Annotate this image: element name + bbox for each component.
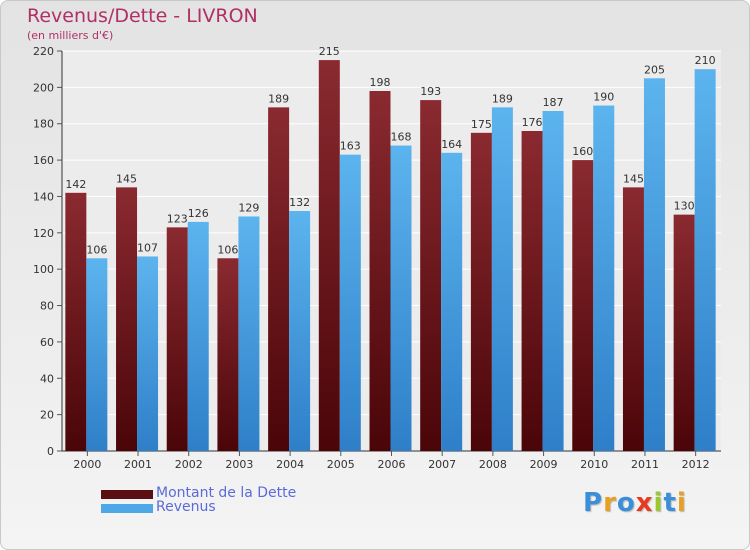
data-label-dette: 215	[319, 45, 340, 58]
legend-label-dette: Montant de la Dette	[156, 485, 297, 501]
data-label-dette: 123	[167, 212, 188, 225]
data-label-revenus: 164	[441, 138, 462, 151]
x-tick-label: 2007	[428, 458, 456, 471]
data-label-revenus: 187	[543, 96, 564, 109]
y-tick-label: 60	[40, 336, 54, 349]
bar-dette	[521, 131, 543, 451]
data-label-dette: 176	[522, 116, 543, 129]
x-tick-label: 2010	[580, 458, 608, 471]
x-tick-label: 2008	[479, 458, 507, 471]
logo-letter: o	[616, 488, 636, 518]
x-tick-label: 2000	[73, 458, 101, 471]
logo-letter: x	[635, 488, 654, 518]
data-label-revenus: 107	[137, 241, 158, 254]
y-tick-label: 180	[33, 118, 54, 131]
logo-letter: P	[583, 488, 604, 518]
legend-label-revenus: Revenus	[156, 499, 216, 515]
y-tick-label: 80	[40, 300, 54, 313]
bar-revenus	[187, 221, 209, 451]
x-tick-label: 2006	[378, 458, 406, 471]
data-label-dette: 160	[572, 145, 593, 158]
bar-revenus	[137, 256, 159, 451]
bar-dette	[166, 227, 188, 451]
bar-dette	[572, 160, 594, 451]
x-tick-label: 2004	[276, 458, 304, 471]
y-tick-label: 100	[33, 263, 54, 276]
data-label-revenus: 210	[695, 54, 716, 67]
legend-swatch-dette	[101, 490, 153, 499]
bar-dette	[673, 214, 695, 451]
y-tick-label: 200	[33, 81, 54, 94]
bar-dette	[217, 258, 239, 451]
bar-dette	[318, 60, 340, 451]
bar-revenus	[339, 154, 361, 452]
proxiti-logo: Proxiti	[583, 488, 687, 518]
y-tick-label: 120	[33, 227, 54, 240]
x-tick-label: 2012	[682, 458, 710, 471]
x-tick-label: 2005	[327, 458, 355, 471]
bar-revenus	[643, 78, 665, 451]
chart-title: Revenus/Dette - LIVRON	[27, 5, 258, 27]
logo-letter: i	[653, 488, 664, 518]
data-label-dette: 189	[268, 92, 289, 105]
y-tick-label: 20	[40, 409, 54, 422]
bar-revenus	[86, 258, 108, 451]
data-label-revenus: 132	[289, 196, 310, 209]
data-label-revenus: 190	[593, 91, 614, 104]
data-label-dette: 142	[65, 178, 86, 191]
y-tick-label: 160	[33, 154, 54, 167]
bar-dette	[116, 187, 138, 451]
x-tick-label: 2011	[631, 458, 659, 471]
bar-revenus	[441, 152, 463, 451]
x-tick-label: 2002	[175, 458, 203, 471]
data-label-dette: 145	[623, 172, 644, 185]
bar-revenus	[238, 216, 260, 451]
bar-dette	[470, 132, 492, 451]
bar-dette	[420, 100, 442, 451]
bar-revenus	[593, 105, 615, 451]
data-label-revenus: 163	[340, 140, 361, 153]
legend-swatch-revenus	[101, 504, 153, 513]
y-tick-label: 40	[40, 372, 54, 385]
data-label-dette: 145	[116, 172, 137, 185]
x-tick-label: 2009	[530, 458, 558, 471]
data-label-dette: 130	[674, 200, 695, 213]
data-label-dette: 106	[217, 243, 238, 256]
data-label-revenus: 168	[391, 131, 412, 144]
x-tick-label: 2001	[124, 458, 152, 471]
y-tick-label: 140	[33, 190, 54, 203]
bar-dette	[369, 91, 391, 451]
bar-revenus	[289, 211, 311, 451]
logo-letter: r	[603, 488, 617, 518]
data-label-dette: 193	[420, 85, 441, 98]
bar-dette	[622, 187, 644, 451]
chart-subtitle: (en milliers d'€)	[27, 29, 114, 42]
data-label-revenus: 129	[238, 201, 259, 214]
bar-revenus	[491, 107, 513, 451]
data-label-revenus: 106	[86, 243, 107, 256]
data-label-dette: 175	[471, 118, 492, 131]
bar-revenus	[390, 145, 412, 451]
logo-letter: t	[663, 488, 677, 518]
y-tick-label: 0	[47, 445, 54, 458]
y-tick-label: 220	[33, 45, 54, 58]
logo-letter: i	[676, 488, 687, 518]
data-label-revenus: 126	[188, 207, 209, 220]
data-label-revenus: 205	[644, 63, 665, 76]
bar-revenus	[694, 69, 716, 451]
x-tick-label: 2003	[225, 458, 253, 471]
data-label-revenus: 189	[492, 92, 513, 105]
data-label-dette: 198	[370, 76, 391, 89]
bar-dette	[268, 107, 290, 451]
bar-revenus	[542, 111, 564, 451]
bar-dette	[65, 192, 87, 451]
